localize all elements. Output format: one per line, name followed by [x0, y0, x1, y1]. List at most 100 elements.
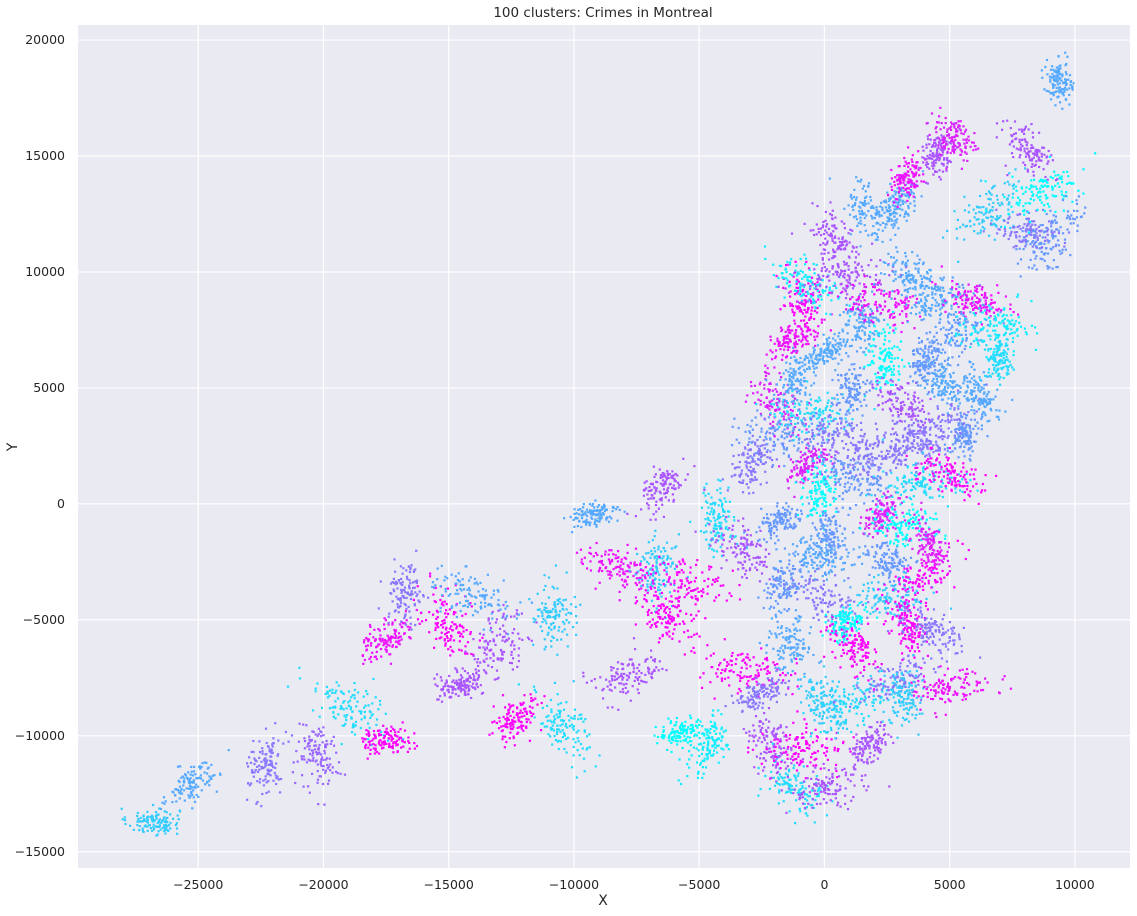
point — [819, 461, 821, 463]
point — [714, 724, 716, 726]
point — [776, 423, 778, 425]
point — [795, 332, 797, 334]
point — [686, 729, 688, 731]
point — [652, 553, 654, 555]
point — [771, 358, 773, 360]
point — [366, 693, 368, 695]
point — [401, 626, 403, 628]
point — [622, 563, 624, 565]
point — [723, 659, 725, 661]
point — [783, 588, 785, 590]
point — [584, 731, 586, 733]
point — [684, 585, 686, 587]
point — [526, 721, 528, 723]
point — [753, 729, 755, 731]
point — [612, 510, 614, 512]
point — [653, 571, 655, 573]
point — [519, 601, 521, 603]
point — [648, 507, 650, 509]
point — [660, 551, 662, 553]
point — [402, 622, 404, 624]
point — [504, 706, 506, 708]
point — [765, 556, 767, 558]
point — [435, 618, 437, 620]
point — [785, 400, 787, 402]
point — [825, 755, 827, 757]
point — [805, 447, 807, 449]
point — [770, 606, 772, 608]
point — [699, 737, 701, 739]
point — [798, 588, 800, 590]
point — [755, 735, 757, 737]
point — [785, 638, 787, 640]
point — [540, 626, 542, 628]
point — [605, 508, 607, 510]
point — [693, 465, 695, 467]
point — [470, 576, 472, 578]
point — [696, 633, 698, 635]
point — [776, 338, 778, 340]
point — [440, 624, 442, 626]
point — [770, 530, 772, 532]
point — [322, 759, 324, 761]
point — [795, 779, 797, 781]
point — [822, 428, 824, 430]
point — [460, 678, 462, 680]
point — [786, 739, 788, 741]
point — [656, 558, 658, 560]
point — [714, 504, 716, 506]
point — [767, 665, 769, 667]
point — [761, 727, 763, 729]
point — [534, 698, 536, 700]
point — [769, 389, 771, 391]
point — [392, 621, 394, 623]
point — [712, 513, 714, 515]
point — [710, 655, 712, 657]
point — [770, 383, 772, 385]
point — [550, 711, 552, 713]
point — [797, 449, 799, 451]
point — [742, 551, 744, 553]
point — [740, 538, 742, 540]
point — [830, 329, 832, 331]
point — [747, 453, 749, 455]
point — [796, 274, 798, 276]
point — [551, 743, 553, 745]
point — [823, 319, 825, 321]
point — [763, 402, 765, 404]
point — [179, 765, 181, 767]
point — [755, 674, 757, 676]
point — [562, 605, 564, 607]
point — [369, 753, 371, 755]
point — [682, 747, 684, 749]
point — [683, 623, 685, 625]
point — [805, 387, 807, 389]
point — [712, 755, 714, 757]
point — [785, 268, 787, 270]
point — [800, 460, 802, 462]
point — [744, 556, 746, 558]
point — [616, 573, 618, 575]
point — [350, 706, 352, 708]
point — [686, 578, 688, 580]
point — [658, 579, 660, 581]
point — [362, 655, 364, 657]
point — [806, 368, 808, 370]
point — [357, 691, 359, 693]
point — [578, 513, 580, 515]
point — [774, 519, 776, 521]
point — [457, 593, 459, 595]
point — [189, 788, 191, 790]
point — [390, 663, 392, 665]
point — [760, 404, 762, 406]
point — [556, 728, 558, 730]
point — [367, 730, 369, 732]
point — [323, 750, 325, 752]
point — [434, 584, 436, 586]
point — [814, 799, 816, 801]
point — [793, 356, 795, 358]
point — [688, 587, 690, 589]
point — [694, 595, 696, 597]
point — [806, 815, 808, 817]
point — [777, 687, 779, 689]
